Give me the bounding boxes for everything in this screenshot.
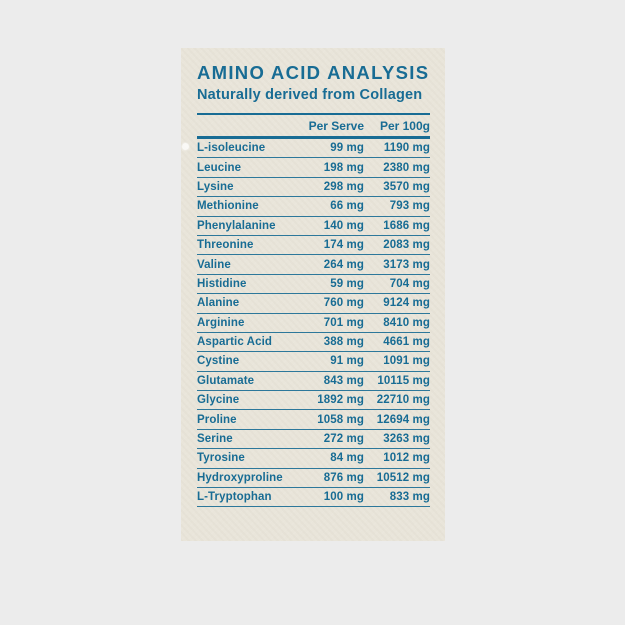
paper-speck xyxy=(182,143,189,150)
amino-acid-name: Hydroxyproline xyxy=(197,471,283,484)
per-serve-value: 272 mg xyxy=(323,433,364,446)
per-100g-value: 1091 mg xyxy=(383,355,430,368)
per-100g-value: 9124 mg xyxy=(383,297,430,310)
table-row: Lysine 298 mg 3570 mg xyxy=(197,178,430,198)
amino-acid-name: Histidine xyxy=(197,277,247,290)
table-row: Hydroxyproline 876 mg 10512 mg xyxy=(197,469,430,489)
per-100g-value: 22710 mg xyxy=(376,394,430,407)
table-row: Leucine 198 mg 2380 mg xyxy=(197,158,430,178)
label-title: AMINO ACID ANALYSIS xyxy=(197,62,430,83)
per-serve-value: 99 mg xyxy=(330,142,364,155)
amino-acid-name: L-isoleucine xyxy=(197,142,266,155)
per-100g-value: 793 mg xyxy=(389,200,430,213)
table-row: Proline 1058 mg 12694 mg xyxy=(197,410,430,430)
amino-acid-name: Tyrosine xyxy=(197,452,245,465)
per-100g-value: 4661 mg xyxy=(383,336,430,349)
table-row: Glutamate 843 mg 10115 mg xyxy=(197,372,430,392)
amino-acid-name: Proline xyxy=(197,413,237,426)
per-100g-value: 2083 mg xyxy=(383,239,430,252)
table-row: Valine 264 mg 3173 mg xyxy=(197,255,430,275)
amino-acid-name: Aspartic Acid xyxy=(197,336,273,349)
amino-acid-name: Alanine xyxy=(197,297,240,310)
per-100g-value: 1190 mg xyxy=(383,142,430,155)
amino-acid-name: Lysine xyxy=(197,180,234,193)
amino-acid-label: AMINO ACID ANALYSIS Naturally derived fr… xyxy=(181,48,445,541)
label-subtitle: Naturally derived from Collagen xyxy=(197,87,423,103)
table-row: L-isoleucine 99 mg 1190 mg xyxy=(197,139,430,159)
per-serve-value: 66 mg xyxy=(330,200,364,213)
amino-acid-name: Methionine xyxy=(197,200,259,213)
table-row: Tyrosine 84 mg 1012 mg xyxy=(197,449,430,469)
amino-acid-name: L-Tryptophan xyxy=(197,491,272,504)
per-serve-value: 388 mg xyxy=(323,336,364,349)
table-row: Threonine 174 mg 2083 mg xyxy=(197,236,430,256)
per-serve-value: 59 mg xyxy=(330,277,364,290)
table-row: Glycine 1892 mg 22710 mg xyxy=(197,391,430,411)
table-header-row: Per Serve Per 100g xyxy=(197,115,430,136)
per-serve-value: 876 mg xyxy=(323,471,364,484)
per-serve-value: 198 mg xyxy=(323,161,364,174)
per-100g-value: 10512 mg xyxy=(376,471,430,484)
table-body: L-isoleucine 99 mg 1190 mg Leucine 198 m… xyxy=(197,139,430,508)
per-100g-value: 1686 mg xyxy=(383,219,430,232)
amino-acid-name: Glutamate xyxy=(197,374,255,387)
per-100g-value: 3173 mg xyxy=(383,258,430,271)
amino-acid-name: Arginine xyxy=(197,316,245,329)
table-row: Cystine 91 mg 1091 mg xyxy=(197,352,430,372)
per-serve-value: 100 mg xyxy=(323,491,364,504)
amino-acid-name: Phenylalanine xyxy=(197,219,276,232)
table-row: L-Tryptophan 100 mg 833 mg xyxy=(197,488,430,508)
amino-acid-name: Serine xyxy=(197,433,233,446)
table-row: Arginine 701 mg 8410 mg xyxy=(197,314,430,333)
table-row: Histidine 59 mg 704 mg xyxy=(197,275,430,295)
column-header-per-100g: Per 100g xyxy=(379,118,430,133)
per-100g-value: 1012 mg xyxy=(383,452,430,465)
per-100g-value: 2380 mg xyxy=(383,161,430,174)
amino-acid-name: Threonine xyxy=(197,239,254,252)
per-serve-value: 140 mg xyxy=(323,219,364,232)
per-serve-value: 174 mg xyxy=(323,239,364,252)
table-row: Methionine 66 mg 793 mg xyxy=(197,197,430,217)
column-header-per-serve: Per Serve xyxy=(308,118,364,133)
amino-acid-name: Glycine xyxy=(197,394,240,407)
table-row: Serine 272 mg 3263 mg xyxy=(197,430,430,450)
per-serve-value: 264 mg xyxy=(323,258,364,271)
per-100g-value: 8410 mg xyxy=(383,316,430,329)
table-row: Alanine 760 mg 9124 mg xyxy=(197,294,430,314)
per-serve-value: 1058 mg xyxy=(317,413,364,426)
per-serve-value: 84 mg xyxy=(330,452,364,465)
per-100g-value: 704 mg xyxy=(389,277,430,290)
amino-acid-name: Leucine xyxy=(197,161,242,174)
per-100g-value: 3570 mg xyxy=(383,180,430,193)
divider-top xyxy=(197,113,430,115)
per-100g-value: 12694 mg xyxy=(376,413,430,426)
per-100g-value: 3263 mg xyxy=(383,433,430,446)
amino-acid-name: Cystine xyxy=(197,355,240,368)
per-serve-value: 701 mg xyxy=(323,316,364,329)
per-serve-value: 843 mg xyxy=(323,374,364,387)
divider-header xyxy=(197,136,430,139)
per-100g-value: 10115 mg xyxy=(377,374,430,387)
per-serve-value: 1892 mg xyxy=(317,394,364,407)
per-serve-value: 760 mg xyxy=(323,297,364,310)
per-serve-value: 91 mg xyxy=(330,355,364,368)
amino-acid-name: Valine xyxy=(197,258,231,271)
table-row: Aspartic Acid 388 mg 4661 mg xyxy=(197,333,430,353)
per-100g-value: 833 mg xyxy=(389,491,430,504)
table-row: Phenylalanine 140 mg 1686 mg xyxy=(197,217,430,236)
per-serve-value: 298 mg xyxy=(323,180,364,193)
